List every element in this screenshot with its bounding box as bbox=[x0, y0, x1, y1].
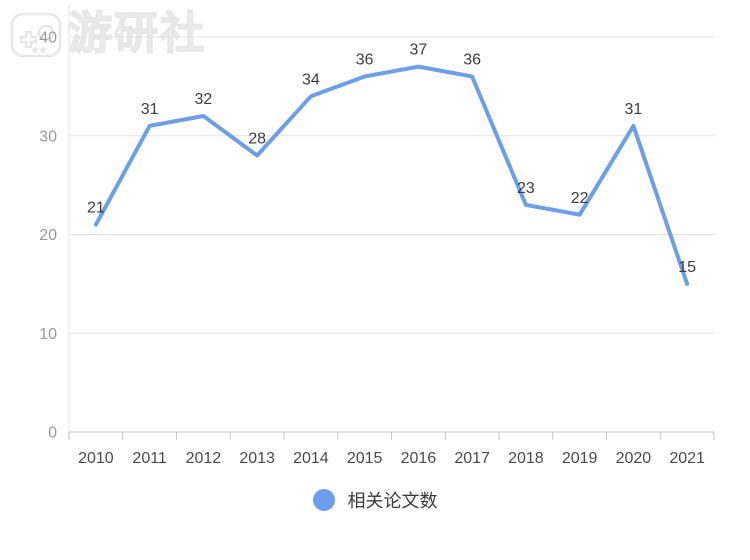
data-label: 37 bbox=[409, 42, 427, 59]
legend-label: 相关论文数 bbox=[347, 491, 438, 511]
x-axis-label: 2010 bbox=[78, 450, 114, 467]
x-axis-label: 2020 bbox=[616, 450, 652, 467]
x-axis-label: 2021 bbox=[669, 450, 705, 467]
x-axis-label: 2011 bbox=[132, 450, 167, 467]
legend-marker bbox=[312, 489, 335, 511]
y-axis-label: 0 bbox=[48, 425, 57, 442]
y-axis-label: 30 bbox=[39, 128, 57, 145]
x-axis-label: 2018 bbox=[508, 450, 544, 467]
x-axis-label: 2017 bbox=[454, 450, 490, 467]
data-label: 23 bbox=[517, 180, 535, 197]
data-label: 32 bbox=[194, 91, 212, 108]
x-axis-label: 2016 bbox=[401, 450, 437, 467]
data-label: 31 bbox=[624, 101, 642, 118]
data-label: 34 bbox=[302, 71, 320, 88]
y-axis-label: 10 bbox=[39, 326, 57, 343]
x-axis-label: 2014 bbox=[293, 450, 329, 467]
chart-legend: 相关论文数 bbox=[0, 487, 750, 513]
x-axis-label: 2012 bbox=[186, 450, 222, 467]
series-line bbox=[93, 64, 690, 286]
x-axis-label: 2013 bbox=[239, 450, 275, 467]
data-label: 15 bbox=[678, 259, 696, 276]
data-label: 36 bbox=[463, 52, 481, 69]
data-label: 21 bbox=[87, 200, 105, 217]
data-label: 31 bbox=[141, 101, 159, 118]
data-label: 28 bbox=[248, 131, 266, 148]
data-label: 22 bbox=[571, 190, 589, 207]
x-axis-label: 2015 bbox=[347, 450, 383, 467]
y-axis-label: 20 bbox=[39, 227, 57, 244]
y-axis-label: 40 bbox=[39, 30, 57, 47]
x-axis-label: 2019 bbox=[562, 450, 598, 467]
data-label: 36 bbox=[356, 52, 374, 69]
